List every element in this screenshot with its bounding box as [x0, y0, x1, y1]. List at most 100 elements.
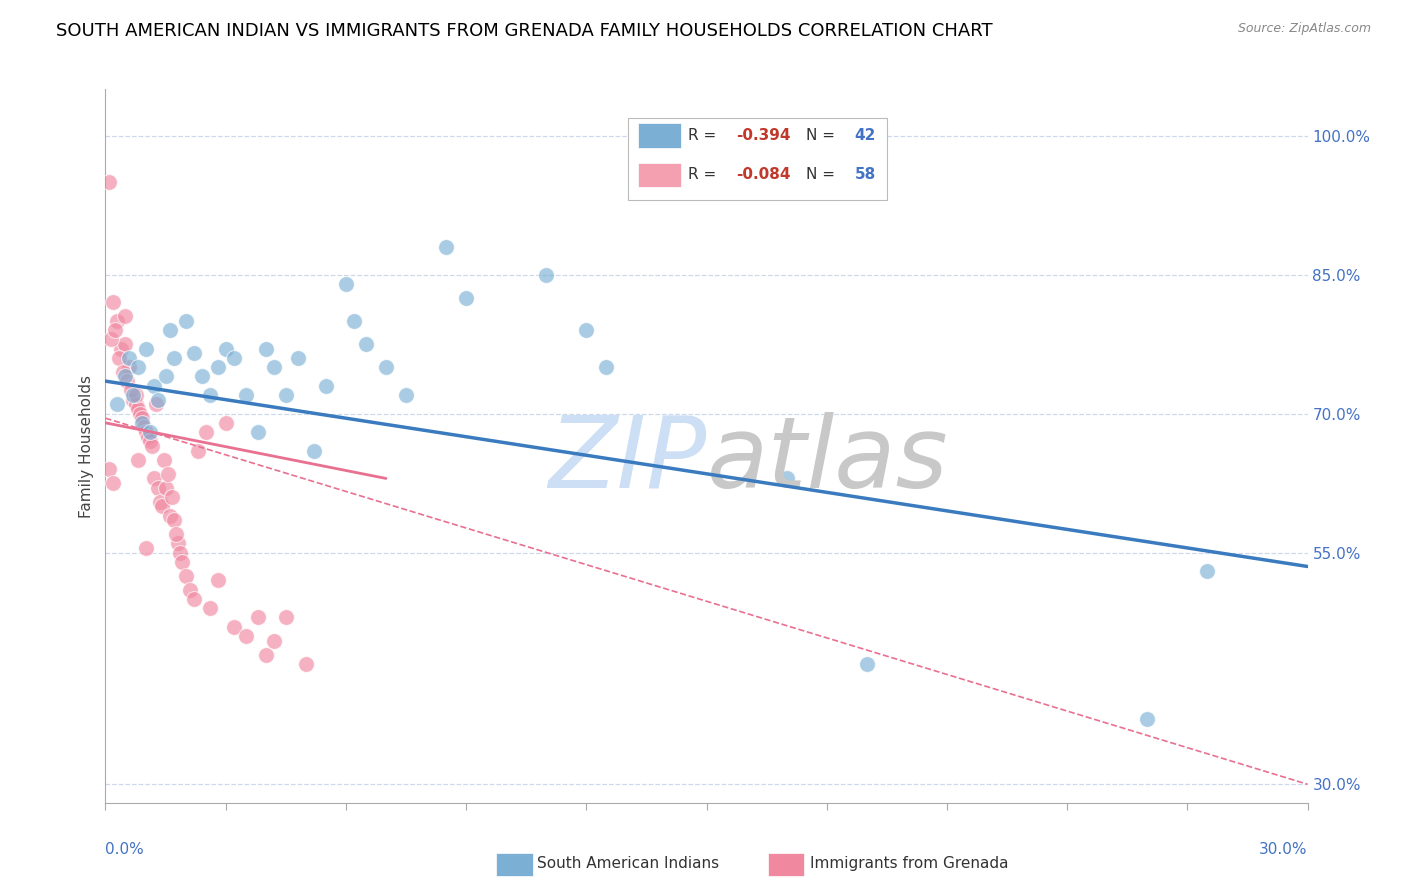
- Point: [132, 420, 155, 434]
- Point: [179, 582, 201, 597]
- Point: [138, 425, 160, 439]
- Point: [142, 471, 165, 485]
- Point: [145, 397, 167, 411]
- Text: SOUTH AMERICAN INDIAN VS IMMIGRANTS FROM GRENADA FAMILY HOUSEHOLDS CORRELATION C: SOUTH AMERICAN INDIAN VS IMMIGRANTS FROM…: [56, 22, 993, 40]
- Point: [343, 314, 366, 328]
- Text: atlas: atlas: [707, 412, 948, 508]
- Point: [117, 374, 139, 388]
- Point: [855, 657, 877, 671]
- Point: [354, 337, 377, 351]
- Point: [141, 439, 163, 453]
- Point: [214, 342, 236, 356]
- Point: [114, 310, 136, 324]
- Text: -0.084: -0.084: [737, 168, 792, 182]
- Point: [595, 360, 617, 375]
- Y-axis label: Family Households: Family Households: [79, 375, 94, 517]
- Point: [254, 342, 277, 356]
- Point: [159, 323, 181, 337]
- Text: 30.0%: 30.0%: [1260, 842, 1308, 857]
- Point: [135, 342, 157, 356]
- Point: [135, 425, 157, 439]
- Point: [190, 369, 212, 384]
- Point: [124, 388, 146, 402]
- Point: [222, 351, 245, 365]
- Point: [159, 508, 181, 523]
- Point: [335, 277, 357, 291]
- Point: [118, 351, 141, 365]
- Text: 42: 42: [855, 128, 876, 143]
- Point: [776, 471, 799, 485]
- Point: [131, 416, 153, 430]
- Point: [104, 323, 127, 337]
- Point: [174, 314, 197, 328]
- Text: -0.394: -0.394: [737, 128, 792, 143]
- Point: [1136, 712, 1159, 726]
- Point: [315, 378, 337, 392]
- Point: [246, 425, 269, 439]
- Point: [100, 333, 122, 347]
- Point: [150, 500, 173, 514]
- Point: [98, 462, 121, 476]
- Point: [214, 416, 236, 430]
- Point: [114, 369, 136, 384]
- Point: [112, 365, 135, 379]
- Point: [136, 430, 159, 444]
- Point: [155, 481, 177, 495]
- Point: [395, 388, 418, 402]
- Point: [174, 568, 197, 582]
- Point: [107, 314, 129, 328]
- Text: 58: 58: [855, 168, 876, 182]
- Text: Source: ZipAtlas.com: Source: ZipAtlas.com: [1237, 22, 1371, 36]
- Point: [194, 425, 217, 439]
- Point: [131, 411, 153, 425]
- Point: [118, 360, 141, 375]
- Point: [127, 360, 149, 375]
- Point: [170, 555, 193, 569]
- Text: R =: R =: [689, 128, 721, 143]
- Point: [138, 434, 160, 449]
- Point: [110, 342, 132, 356]
- Point: [98, 175, 121, 189]
- Point: [246, 610, 269, 624]
- Point: [122, 392, 145, 407]
- Point: [103, 295, 125, 310]
- Point: [127, 453, 149, 467]
- FancyBboxPatch shape: [638, 123, 682, 148]
- Point: [198, 388, 221, 402]
- Text: R =: R =: [689, 168, 721, 182]
- Point: [263, 633, 285, 648]
- Point: [148, 494, 170, 508]
- Point: [254, 648, 277, 662]
- Point: [166, 536, 188, 550]
- Point: [121, 384, 143, 398]
- Point: [146, 481, 169, 495]
- Point: [222, 620, 245, 634]
- Point: [207, 360, 229, 375]
- Point: [295, 657, 318, 671]
- Point: [434, 240, 457, 254]
- Point: [165, 527, 187, 541]
- Point: [575, 323, 598, 337]
- Text: Immigrants from Grenada: Immigrants from Grenada: [810, 856, 1008, 871]
- Point: [135, 541, 157, 555]
- Point: [152, 453, 174, 467]
- Text: 0.0%: 0.0%: [105, 842, 145, 857]
- Point: [1197, 564, 1219, 578]
- Point: [287, 351, 309, 365]
- FancyBboxPatch shape: [638, 162, 682, 187]
- Point: [198, 601, 221, 615]
- Text: N =: N =: [806, 128, 841, 143]
- Point: [235, 629, 257, 643]
- Point: [162, 513, 184, 527]
- Point: [162, 351, 184, 365]
- Point: [534, 268, 557, 282]
- Text: ZIP: ZIP: [548, 412, 707, 508]
- Point: [207, 574, 229, 588]
- Point: [187, 443, 209, 458]
- Point: [108, 351, 131, 365]
- Point: [146, 392, 169, 407]
- Point: [128, 407, 150, 421]
- Point: [374, 360, 398, 375]
- Point: [114, 337, 136, 351]
- Point: [183, 591, 205, 606]
